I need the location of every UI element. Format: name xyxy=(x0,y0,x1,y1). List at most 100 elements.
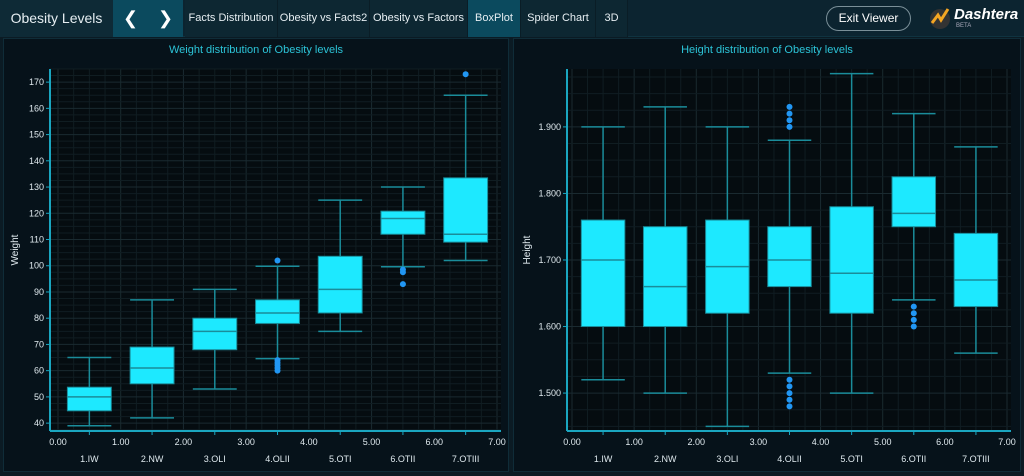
box-7.OTIII xyxy=(443,71,489,262)
category-label: 7.OTIII xyxy=(452,454,480,464)
y-tick-label: 1.700 xyxy=(538,255,561,265)
x-tick-label: 3.00 xyxy=(750,437,768,447)
box-4.OLII xyxy=(767,103,812,410)
box-3.OLI xyxy=(705,126,750,428)
y-tick-label: 1.500 xyxy=(538,388,561,398)
box-2.NW xyxy=(642,106,688,394)
category-label: 1.IW xyxy=(80,454,99,464)
category-label: 4.OLII xyxy=(777,454,802,464)
box-3.OLI xyxy=(192,288,238,390)
x-tick-label: 6.00 xyxy=(936,437,954,447)
x-tick-label: 0.00 xyxy=(49,437,67,447)
box-2.NW xyxy=(129,299,175,419)
category-label: 2.NW xyxy=(654,454,677,464)
logo-badge: BETA xyxy=(956,23,972,29)
outlier-point xyxy=(786,403,793,410)
outlier-point xyxy=(462,71,469,78)
category-label: 6.OTII xyxy=(390,454,415,464)
y-tick-label: 1.600 xyxy=(538,322,561,332)
tab-facts-distribution[interactable]: Facts Distribution xyxy=(185,0,278,37)
outlier-point xyxy=(786,117,793,124)
category-label: 2.NW xyxy=(141,454,164,464)
outlier-point xyxy=(786,390,793,397)
iqr-box xyxy=(580,219,626,328)
tab-boxplot[interactable]: BoxPlot xyxy=(468,0,521,37)
plot-area xyxy=(50,69,501,431)
outlier-point xyxy=(786,110,793,117)
iqr-box xyxy=(953,232,999,308)
outlier-point xyxy=(786,103,793,110)
tab-obesity-vs-factors[interactable]: Obesity vs Factors xyxy=(370,0,468,37)
x-tick-label: 7.00 xyxy=(998,437,1016,447)
y-tick-label: 170 xyxy=(29,77,44,87)
y-tick-label: 1.800 xyxy=(538,188,561,198)
x-tick-label: 2.00 xyxy=(688,437,706,447)
outlier-point xyxy=(399,281,406,288)
y-tick-label: 80 xyxy=(34,313,44,323)
chart-1: 1.500 1.600 1.700 1.800 1.900 0.00 1.00 2.00 3.0… xyxy=(522,69,1016,464)
category-label: 5.OTI xyxy=(329,454,352,464)
y-tick-label: 120 xyxy=(29,208,44,218)
category-label: 3.OLI xyxy=(716,454,738,464)
outlier-point xyxy=(786,383,793,390)
iqr-box xyxy=(317,255,363,314)
x-tick-label: 3.00 xyxy=(237,437,255,447)
chevron-right-icon[interactable]: ❯ xyxy=(148,0,183,37)
box-4.OLII xyxy=(255,257,300,374)
y-tick-label: 140 xyxy=(29,156,44,166)
outlier-point xyxy=(786,123,793,130)
box-1.IW xyxy=(66,356,112,427)
box-1.IW xyxy=(580,126,626,381)
app-title: Obesity Levels xyxy=(0,0,113,37)
y-tick-label: 50 xyxy=(34,392,44,402)
y-tick-label: 100 xyxy=(29,261,44,271)
category-label: 1.IW xyxy=(594,454,613,464)
dashtera-logo: Dashtera BETA xyxy=(928,5,1022,33)
iqr-box xyxy=(642,226,688,328)
tab-3d[interactable]: 3D xyxy=(596,0,628,37)
y-tick-label: 60 xyxy=(34,366,44,376)
box-6.OTII xyxy=(380,186,426,288)
x-tick-label: 5.00 xyxy=(363,437,381,447)
box-5.OTI xyxy=(829,72,874,394)
x-tick-label: 6.00 xyxy=(426,437,444,447)
x-tick-label: 5.00 xyxy=(874,437,892,447)
outlier-point xyxy=(910,310,917,317)
iqr-box xyxy=(443,177,489,243)
y-tick-label: 40 xyxy=(34,418,44,428)
outlier-point xyxy=(786,396,793,403)
x-tick-label: 1.00 xyxy=(625,437,643,447)
outlier-point xyxy=(786,376,793,383)
y-tick-label: 110 xyxy=(30,235,44,245)
x-tick-label: 7.00 xyxy=(488,437,506,447)
outlier-point xyxy=(274,257,281,264)
tab-spider-chart[interactable]: Spider Chart xyxy=(521,0,596,37)
box-6.OTII xyxy=(891,112,937,330)
category-label: 7.OTIII xyxy=(962,454,990,464)
chevron-left-icon[interactable]: ❮ xyxy=(113,0,148,37)
y-tick-label: 70 xyxy=(34,339,44,349)
y-axis-label: Height xyxy=(522,235,533,264)
iqr-box xyxy=(380,210,426,235)
iqr-box xyxy=(829,206,874,314)
y-axis-label: Weight xyxy=(10,234,21,265)
chart-title: Height distribution of Obesity levels xyxy=(681,44,853,56)
outlier-point xyxy=(910,303,917,310)
outlier-point xyxy=(910,316,917,323)
x-tick-label: 4.00 xyxy=(300,437,318,447)
y-tick-label: 1.900 xyxy=(538,122,561,132)
y-tick-label: 130 xyxy=(29,182,44,192)
y-tick-label: 90 xyxy=(34,287,44,297)
logo-icon xyxy=(930,8,950,29)
y-tick-label: 150 xyxy=(29,130,44,140)
exit-viewer-button[interactable]: Exit Viewer xyxy=(826,6,911,31)
box-5.OTI xyxy=(317,199,363,333)
x-tick-label: 0.00 xyxy=(563,437,581,447)
outlier-point xyxy=(274,357,281,364)
iqr-box xyxy=(767,226,812,288)
iqr-box xyxy=(66,386,112,412)
outlier-point xyxy=(399,266,406,273)
y-tick-label: 160 xyxy=(29,103,44,113)
tab-obesity-vs-facts2[interactable]: Obesity vs Facts2 xyxy=(278,0,370,37)
